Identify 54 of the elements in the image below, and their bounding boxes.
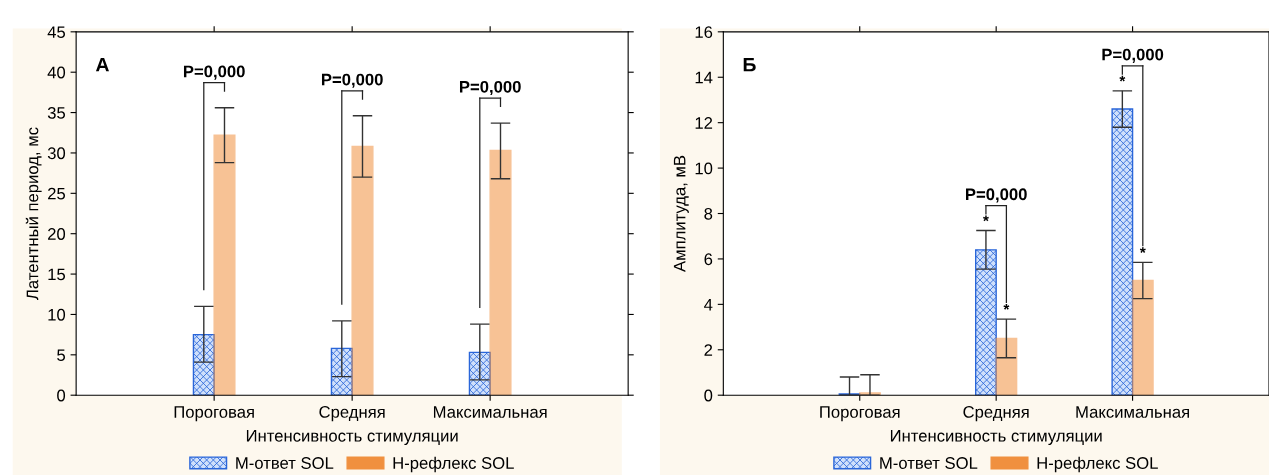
annotation: * bbox=[1119, 75, 1126, 82]
annotation: P=0,000 bbox=[966, 188, 1027, 203]
annotation: P=0,000 bbox=[321, 73, 383, 88]
y-tick-label: 6 bbox=[704, 253, 713, 266]
annotation: * bbox=[1003, 304, 1010, 310]
annotation: * bbox=[1139, 247, 1146, 253]
y-tick-label: 15 bbox=[48, 268, 66, 281]
y-tick-label: 2 bbox=[704, 344, 713, 356]
y-tick-label: 14 bbox=[695, 71, 713, 84]
annotation: * bbox=[983, 215, 989, 222]
y-tick-label: 16 bbox=[695, 26, 713, 39]
x-axis-title: Интенсивность стимуляции bbox=[890, 430, 1102, 446]
x-tick-label: Максимальная bbox=[433, 406, 547, 418]
x-axis-title: Интенсивность стимуляции bbox=[246, 430, 458, 446]
y-tick-label: 4 bbox=[704, 298, 713, 311]
x-tick-label: Средняя bbox=[963, 406, 1029, 422]
bar bbox=[995, 337, 1018, 396]
bar bbox=[468, 351, 491, 396]
y-tick-label: 45 bbox=[47, 26, 66, 39]
legend-label: М-ответ SOL bbox=[236, 457, 334, 469]
x-tick-label: Пороговая bbox=[820, 406, 900, 422]
y-tick-label: 40 bbox=[47, 66, 66, 79]
annotation: Б bbox=[743, 57, 756, 72]
bar bbox=[1131, 279, 1154, 396]
y-axis-title: Амплитуда, мВ bbox=[673, 155, 689, 273]
y-tick-label: 30 bbox=[47, 147, 66, 160]
legend-label: М-ответ SOL bbox=[880, 457, 978, 469]
y-tick-label: 5 bbox=[57, 349, 66, 362]
bar bbox=[192, 333, 215, 396]
bar bbox=[213, 134, 236, 396]
legend-label: Н-рефлекс SOL bbox=[1037, 456, 1158, 473]
y-tick-label: 35 bbox=[47, 106, 66, 119]
x-tick-label: Пороговая bbox=[174, 406, 254, 422]
y-tick-label: 10 bbox=[48, 308, 66, 321]
x-tick-label: Средняя bbox=[319, 406, 385, 422]
y-tick-label: 12 bbox=[695, 117, 713, 129]
annotation: P=0,000 bbox=[459, 80, 521, 96]
bar bbox=[975, 249, 997, 396]
y-tick-label: 20 bbox=[48, 228, 66, 240]
annotation: А bbox=[95, 57, 109, 72]
bar bbox=[351, 145, 374, 396]
bar bbox=[1111, 108, 1134, 396]
y-tick-label: 25 bbox=[48, 187, 66, 200]
bar bbox=[330, 347, 353, 396]
legend-label: Н-рефлекс SOL bbox=[393, 456, 514, 473]
x-tick-label: Максимальная bbox=[1076, 406, 1189, 418]
bar bbox=[489, 149, 512, 396]
annotation: P=0,000 bbox=[1102, 48, 1164, 63]
y-tick-label: 0 bbox=[704, 389, 713, 402]
annotation: P=0,000 bbox=[183, 65, 245, 80]
y-axis-title: Латентный период, мс bbox=[25, 127, 42, 300]
y-tick-label: 10 bbox=[695, 162, 713, 175]
y-tick-label: 0 bbox=[57, 389, 66, 402]
y-tick-label: 8 bbox=[704, 207, 713, 220]
